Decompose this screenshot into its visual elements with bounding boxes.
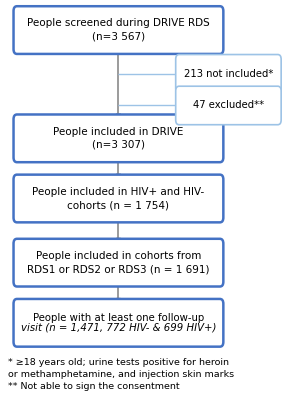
Text: People included in HIV+ and HIV-
cohorts (n = 1 754): People included in HIV+ and HIV- cohorts… xyxy=(32,187,204,210)
Text: 47 excluded**: 47 excluded** xyxy=(193,101,264,110)
Text: People with at least one follow-up: People with at least one follow-up xyxy=(33,313,204,323)
Text: or methamphetamine, and injection skin marks: or methamphetamine, and injection skin m… xyxy=(8,370,235,379)
FancyBboxPatch shape xyxy=(14,239,223,286)
Text: visit (n = 1,471, 772 HIV- & 699 HIV+): visit (n = 1,471, 772 HIV- & 699 HIV+) xyxy=(21,323,216,333)
Text: ** Not able to sign the consentment: ** Not able to sign the consentment xyxy=(8,382,180,391)
FancyBboxPatch shape xyxy=(176,86,281,125)
FancyBboxPatch shape xyxy=(176,55,281,93)
Text: People screened during DRIVE RDS
(n=3 567): People screened during DRIVE RDS (n=3 56… xyxy=(27,18,210,42)
Text: * ≥18 years old; urine tests positive for heroin: * ≥18 years old; urine tests positive fo… xyxy=(8,358,230,367)
Text: People included in cohorts from
RDS1 or RDS2 or RDS3 (n = 1 691): People included in cohorts from RDS1 or … xyxy=(27,251,210,274)
FancyBboxPatch shape xyxy=(14,299,223,346)
FancyBboxPatch shape xyxy=(14,115,223,162)
FancyBboxPatch shape xyxy=(14,175,223,222)
Text: People included in DRIVE
(n=3 307): People included in DRIVE (n=3 307) xyxy=(53,127,184,150)
Text: 213 not included*: 213 not included* xyxy=(184,69,273,79)
FancyBboxPatch shape xyxy=(14,6,223,54)
